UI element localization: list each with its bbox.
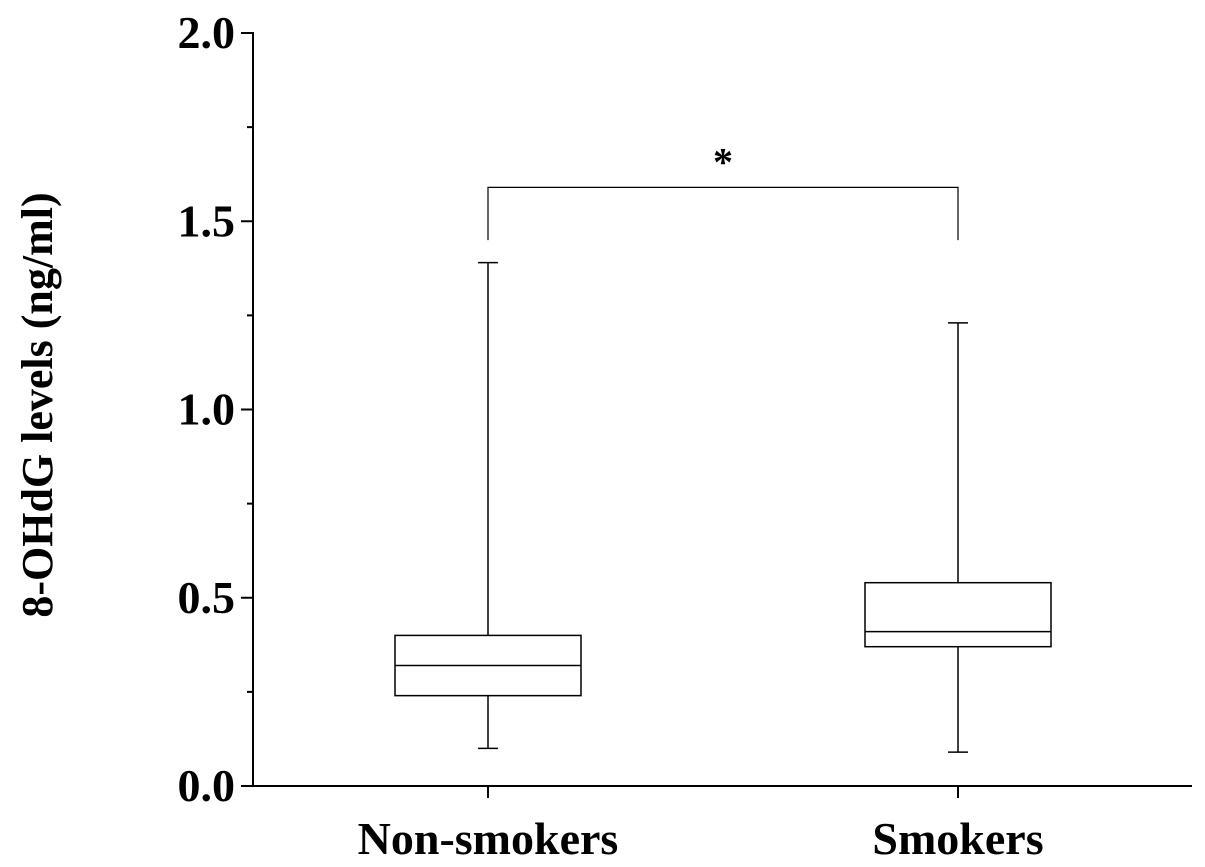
y-tick-label: 1.5 (178, 195, 236, 246)
x-tick-label: Smokers (872, 813, 1043, 864)
x-tick-label: Non-smokers (358, 813, 619, 864)
significance-annotation: * (487, 139, 959, 241)
y-tick-label: 1.0 (178, 384, 236, 435)
y-tick-label: 2.0 (178, 7, 236, 58)
box-smokers (864, 322, 1052, 753)
y-tick-label: 0.5 (178, 572, 236, 623)
iqr-box (864, 581, 1052, 648)
y-tick-label: 0.0 (178, 760, 236, 811)
boxes (394, 261, 1052, 753)
box-non-smokers (394, 261, 582, 750)
y-ticks: 0.0 0.5 1.0 1.5 2.0 (178, 7, 253, 811)
y-axis-label: 8-OHdG levels (ng/ml) (13, 192, 62, 617)
significance-bracket (487, 186, 959, 241)
x-ticks: Non-smokers Smokers (358, 786, 1044, 864)
significance-label: * (713, 139, 733, 184)
